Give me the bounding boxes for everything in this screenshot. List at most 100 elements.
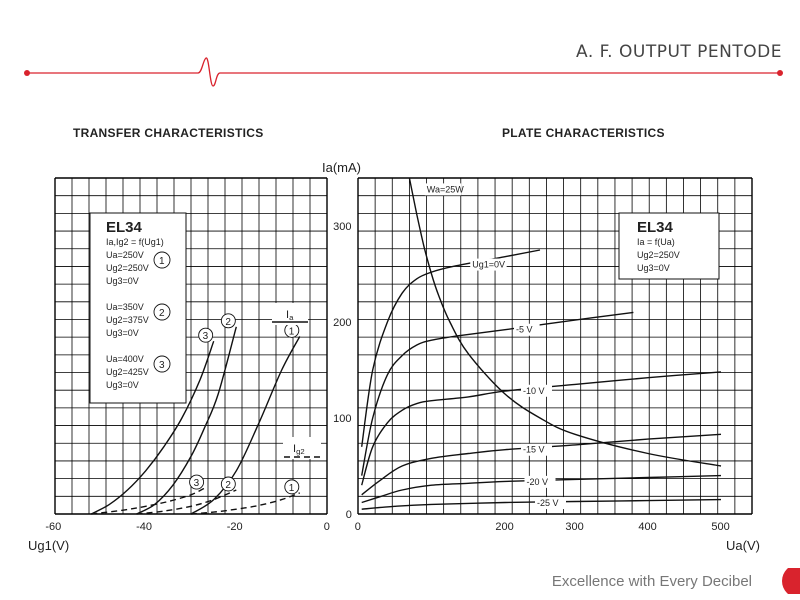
- transfer-legend-group-id: 3: [159, 360, 165, 371]
- plate-series-3: [361, 433, 722, 496]
- plate-curves: Ug1=0V -5 V -10 V -15 V -20 V -25 V Wa=25W: [361, 177, 722, 510]
- transfer-legend-group-id: 2: [159, 308, 165, 319]
- series-label-circle: [198, 327, 214, 343]
- transfer-legend-line: Ua=350V: [106, 302, 144, 312]
- footer-tagline: Excellence with Every Decibel: [551, 573, 752, 590]
- header-divider-line: [27, 57, 780, 87]
- plate-series-label-text: Ug1=0V: [472, 260, 505, 270]
- plate-x-tick: 300: [565, 521, 583, 533]
- transfer-series-label-ig2-2: 2: [220, 476, 236, 492]
- transfer-legend-group-id: 1: [159, 256, 165, 267]
- series-label-text: 1: [289, 483, 295, 494]
- transfer-series-label-ia-3: 3: [198, 327, 214, 343]
- plate-series-1: [361, 311, 634, 476]
- transfer-legend-group-circle: [153, 303, 171, 321]
- plate-series-label-bg: [521, 384, 552, 397]
- plate-legend-box: [618, 212, 720, 280]
- transfer-series-ia-3: [90, 340, 215, 515]
- transfer-series-ia-1: [190, 336, 301, 515]
- transfer-legend-line: Ug2=425V: [106, 367, 149, 377]
- ig2-label: Ig2: [293, 443, 305, 456]
- transfer-legend-line: Ua=400V: [106, 354, 144, 364]
- plate-series-power-limit: [408, 177, 722, 467]
- plate-series-label-bg: [524, 475, 556, 488]
- transfer-series-label-ia-2: 2: [220, 313, 236, 329]
- transfer-ig2-annotation: Ig2: [283, 437, 321, 459]
- transfer-series-ig2-2: [136, 489, 237, 515]
- plate-series-label-1: -5 V: [514, 323, 540, 336]
- plate-series-label-2: -10 V: [521, 384, 552, 397]
- series-label-circle: [220, 476, 236, 492]
- plate-y-tick: 100: [333, 413, 351, 425]
- series-label-text: 3: [194, 478, 200, 489]
- transfer-x-tick: -20: [227, 521, 243, 533]
- plate-series-label-3: -15 V: [521, 443, 552, 456]
- transfer-series-label-ig2-3: 3: [189, 474, 205, 490]
- plate-legend-line: Ug2=250V: [637, 250, 680, 260]
- transfer-x-tick: 0: [324, 521, 330, 533]
- transfer-x-tick: -60: [45, 521, 61, 533]
- plate-series-label-bg: [514, 323, 540, 336]
- transfer-legend-line: Ug3=0V: [106, 328, 139, 338]
- transfer-chart-title: TRANSFER CHARACTERISTICS: [73, 126, 264, 140]
- plate-series-label-text: -25 V: [537, 498, 559, 508]
- transfer-x-label: Ug1(V): [28, 538, 69, 553]
- plate-series-2: [361, 371, 722, 486]
- plate-legend-function: Ia = f(Ua): [637, 237, 675, 247]
- ia-label-bg: [272, 303, 308, 325]
- series-label-text: 1: [289, 326, 295, 337]
- series-label-text: 2: [225, 480, 231, 491]
- transfer-series-label-ia-1: 1: [284, 322, 300, 338]
- series-label-text: 2: [225, 317, 231, 328]
- transfer-legend-box: [89, 212, 187, 404]
- plate-grid: [357, 177, 753, 515]
- series-label-circle: [284, 479, 300, 495]
- transfer-series-label-ig2-1: 1: [284, 479, 300, 495]
- header-divider: [24, 57, 783, 87]
- ig2-label-bg: [283, 437, 321, 459]
- plate-series-5: [361, 498, 722, 510]
- transfer-legend-line: Ug2=375V: [106, 315, 149, 325]
- plate-series-label-bg: [535, 497, 566, 510]
- transfer-x-tick: -40: [136, 521, 152, 533]
- plate-x-tick: 200: [495, 521, 513, 533]
- series-label-circle: [220, 313, 236, 329]
- series-label-text: 3: [203, 331, 209, 342]
- page-title: A. F. OUTPUT PENTODE: [576, 42, 782, 62]
- transfer-series-ig2-1: [190, 492, 301, 515]
- y-axis-label: Ia(mA): [322, 160, 361, 175]
- transfer-legend-line: Ug3=0V: [106, 380, 139, 390]
- plate-y-tick: 200: [333, 317, 351, 329]
- plate-series-label-text: -20 V: [527, 477, 549, 487]
- series-label-circle: [189, 474, 205, 490]
- plate-series-label-text: -5 V: [516, 325, 533, 335]
- plate-x-tick: 500: [711, 521, 729, 533]
- plate-series-label-bg: [470, 258, 507, 271]
- transfer-legend-function: Ia,Ig2 = f(Ug1): [106, 237, 164, 247]
- plate-y-tick: 0: [346, 509, 352, 521]
- footer-logo-mark: [776, 568, 800, 594]
- plate-chart-title: PLATE CHARACTERISTICS: [502, 126, 665, 140]
- plate-legend-line: Ug3=0V: [637, 263, 670, 273]
- plate-series-label-0: Ug1=0V: [470, 258, 507, 271]
- ia-label: Ia: [286, 309, 294, 322]
- plate-series-label-5: -25 V: [535, 497, 566, 510]
- plate-series-label-4: -20 V: [524, 475, 556, 488]
- header-divider-dot-right: [777, 70, 783, 76]
- plate-legend-tube: EL34: [637, 219, 674, 236]
- plate-series-label-text: -15 V: [523, 445, 545, 455]
- plate-series-label-bg: [521, 443, 552, 456]
- transfer-legend-line: Ug3=0V: [106, 276, 139, 286]
- transfer-legend-group-circle: [153, 355, 171, 373]
- transfer-ia-annotation: Ia: [272, 303, 308, 325]
- plate-series-label-text: -10 V: [523, 386, 545, 396]
- plate-x-tick: 0: [355, 521, 361, 533]
- transfer-legend-group-circle: [153, 251, 171, 269]
- transfer-legend-tube: EL34: [106, 219, 143, 236]
- transfer-series-ig2-3: [91, 487, 205, 515]
- plate-x-label: Ua(V): [726, 538, 760, 553]
